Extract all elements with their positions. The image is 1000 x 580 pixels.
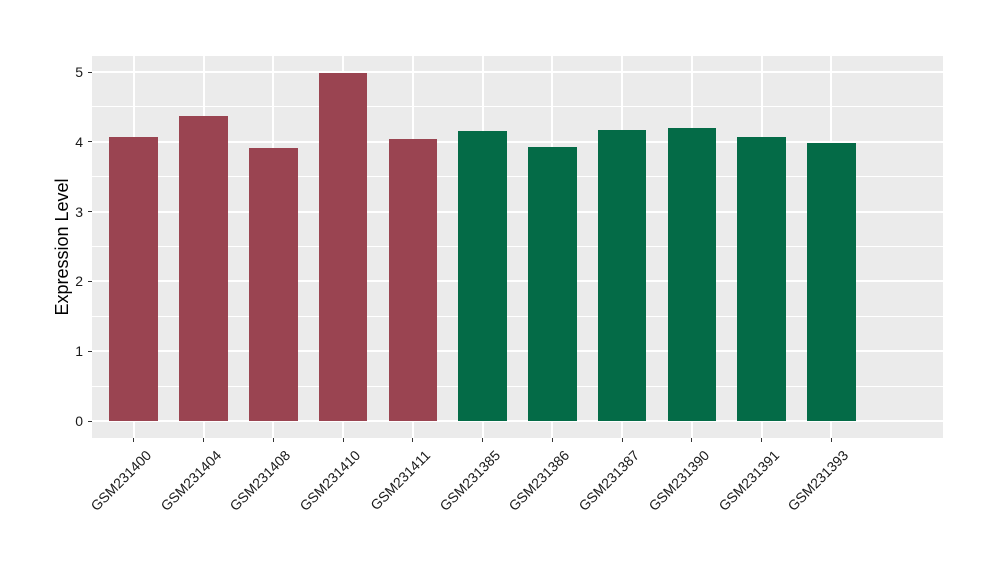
major-gridline xyxy=(92,140,943,143)
bar-GSM231393 xyxy=(807,143,856,421)
x-axis-tick xyxy=(830,438,832,442)
x-axis-tick xyxy=(691,438,693,442)
x-axis-tick xyxy=(203,438,205,442)
x-axis-tick xyxy=(621,438,623,442)
minor-gridline xyxy=(92,106,943,108)
x-axis-tick xyxy=(551,438,553,442)
major-gridline xyxy=(92,350,943,353)
bar-GSM231400 xyxy=(109,136,159,421)
major-gridline xyxy=(92,210,943,213)
major-gridline xyxy=(92,420,943,422)
y-tick-label: 0 xyxy=(75,413,83,429)
x-axis-tick xyxy=(761,438,763,442)
x-axis-tick xyxy=(482,438,484,442)
bar-GSM231410 xyxy=(318,73,368,421)
y-axis-tick xyxy=(88,280,92,282)
plot-panel xyxy=(92,56,943,438)
y-tick-label: 3 xyxy=(75,203,83,220)
y-axis-tick xyxy=(88,350,92,352)
x-axis-tick xyxy=(342,438,344,442)
y-axis-tick xyxy=(88,71,92,73)
x-tick-label: GSM231400 xyxy=(87,447,155,514)
x-axis-tick xyxy=(412,438,414,442)
bar-GSM231390 xyxy=(667,127,717,421)
bar-GSM231387 xyxy=(597,129,647,421)
bar-GSM231391 xyxy=(737,136,786,421)
y-axis-tick xyxy=(88,141,92,143)
bar-GSM231386 xyxy=(528,147,577,421)
minor-gridline xyxy=(92,315,943,317)
bar-GSM231385 xyxy=(458,131,507,421)
x-axis-tick xyxy=(272,438,274,442)
bar-GSM231404 xyxy=(179,116,228,421)
y-tick-label: 4 xyxy=(75,133,83,150)
y-axis-tick xyxy=(88,211,92,213)
y-tick-label: 2 xyxy=(75,273,83,290)
minor-gridline xyxy=(92,246,943,247)
bar-GSM231408 xyxy=(248,148,298,421)
y-axis-tick xyxy=(88,420,92,422)
minor-gridline xyxy=(92,385,943,387)
major-gridline xyxy=(92,71,943,73)
major-gridline xyxy=(92,280,943,283)
y-tick-label: 5 xyxy=(75,64,83,80)
x-axis-tick xyxy=(133,438,135,442)
bar-GSM231411 xyxy=(388,139,438,421)
minor-gridline xyxy=(92,176,943,178)
y-tick-label: 1 xyxy=(75,343,83,360)
